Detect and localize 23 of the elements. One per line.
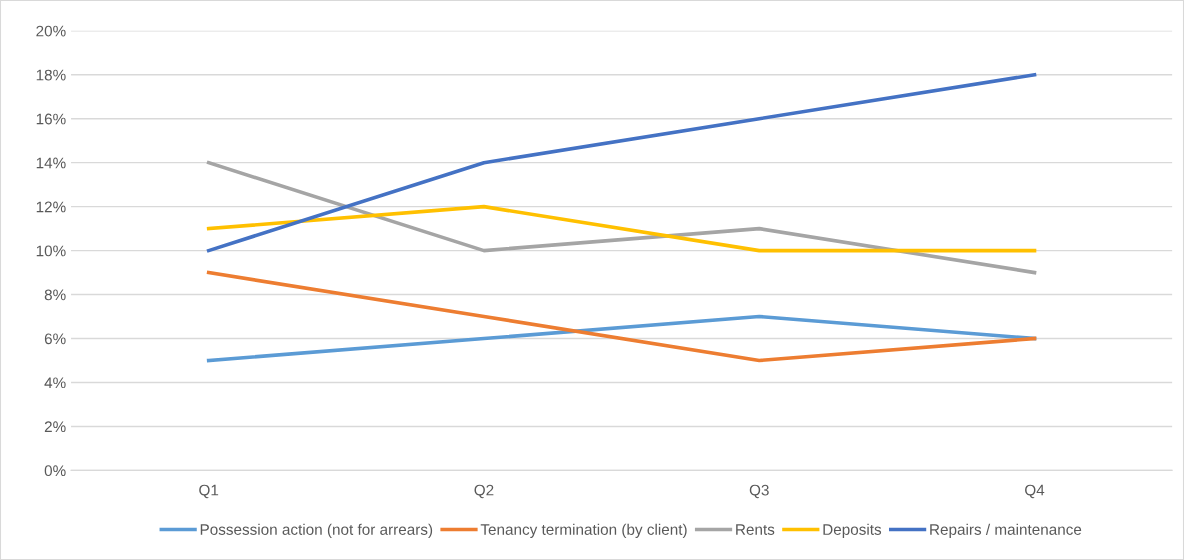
x-tick-label: Q1 — [199, 484, 219, 499]
line-series — [206, 270, 1037, 363]
legend-label: Deposits — [823, 523, 882, 538]
x-tick-label: Q2 — [474, 484, 494, 499]
line-series — [206, 160, 1037, 275]
legend-label: Possession action (not for arrears) — [200, 523, 433, 538]
y-tick-label: 18% — [36, 69, 66, 81]
y-tick-label: 0% — [44, 465, 66, 477]
legend-label: Rents — [736, 524, 775, 535]
y-tick-label: 12% — [36, 201, 66, 213]
y-tick-label: 8% — [44, 289, 66, 301]
x-tick-label: Q3 — [749, 484, 769, 499]
y-tick-label: 16% — [36, 113, 66, 125]
y-tick-label: 20% — [36, 25, 66, 37]
y-tick-label: 6% — [44, 333, 66, 345]
legend-label: Tenancy termination (by client) — [480, 523, 687, 538]
y-tick-label: 2% — [44, 421, 66, 433]
y-tick-label: 4% — [44, 377, 66, 389]
line-series — [206, 72, 1037, 253]
y-tick-label: 10% — [36, 245, 66, 257]
x-tick-label: Q4 — [1025, 484, 1045, 499]
y-tick-label: 14% — [36, 157, 66, 169]
legend-label: Repairs / maintenance — [930, 523, 1082, 538]
